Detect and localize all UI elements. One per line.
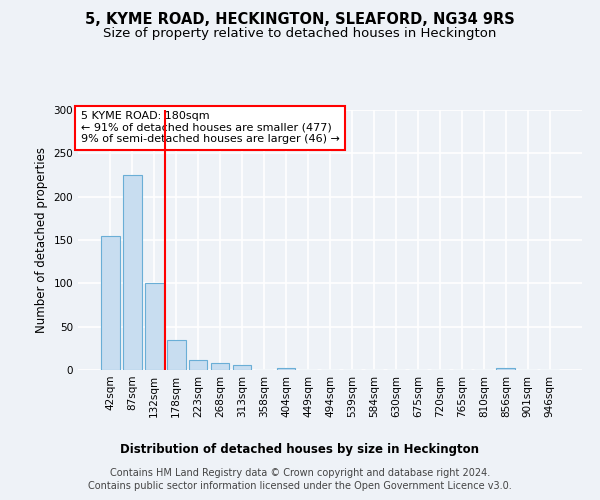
Text: Size of property relative to detached houses in Heckington: Size of property relative to detached ho… (103, 28, 497, 40)
Text: Contains HM Land Registry data © Crown copyright and database right 2024.: Contains HM Land Registry data © Crown c… (110, 468, 490, 477)
Text: Contains public sector information licensed under the Open Government Licence v3: Contains public sector information licen… (88, 481, 512, 491)
Bar (211, 363, 229, 370)
Bar (233, 365, 251, 370)
Text: 5, KYME ROAD, HECKINGTON, SLEAFORD, NG34 9RS: 5, KYME ROAD, HECKINGTON, SLEAFORD, NG34… (85, 12, 515, 28)
Bar (277, 368, 295, 370)
Bar (123, 175, 142, 370)
Text: 5 KYME ROAD: 180sqm
← 91% of detached houses are smaller (477)
9% of semi-detach: 5 KYME ROAD: 180sqm ← 91% of detached ho… (80, 112, 340, 144)
Bar (496, 368, 515, 370)
Y-axis label: Number of detached properties: Number of detached properties (35, 147, 48, 333)
Bar (189, 360, 208, 370)
Bar (167, 340, 185, 370)
Bar (101, 236, 119, 370)
Bar (145, 284, 164, 370)
Text: Distribution of detached houses by size in Heckington: Distribution of detached houses by size … (121, 442, 479, 456)
